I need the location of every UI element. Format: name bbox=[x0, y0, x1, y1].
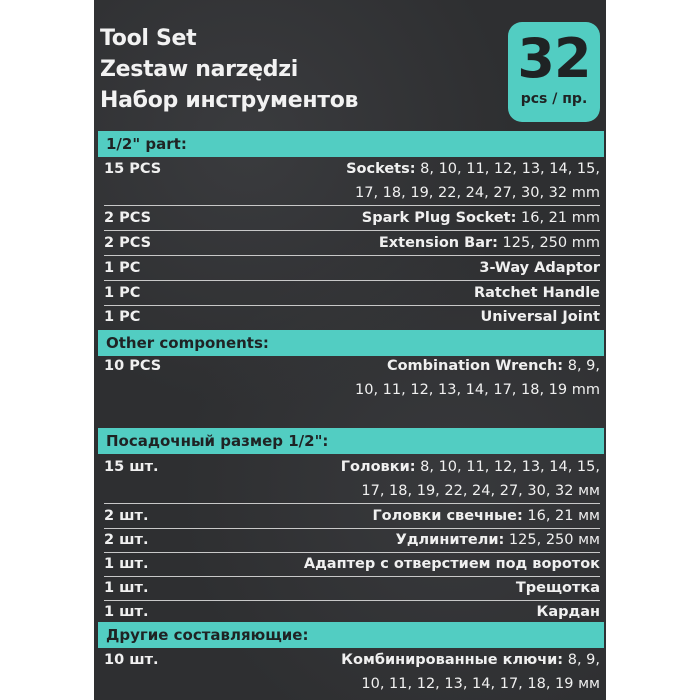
item-name: 3-Way Adaptor bbox=[479, 260, 600, 276]
item-values-cont: 17, 18, 19, 22, 24, 27, 30, 32 mm bbox=[355, 185, 600, 201]
item-values-cont: 10, 11, 12, 13, 14, 17, 18, 19 мм bbox=[361, 676, 600, 692]
item-name: Ratchet Handle bbox=[473, 285, 600, 301]
item-values-cont: 10, 11, 12, 13, 14, 17, 18, 19 mm bbox=[355, 382, 600, 398]
item-values: 125, 250 мм bbox=[504, 532, 600, 548]
list-item: 15 шт. Головки: 8, 10, 11, 12, 13, 14, 1… bbox=[104, 455, 600, 504]
section-header: Другие составляющие: bbox=[98, 622, 604, 648]
item-name: Комбинированные ключи: bbox=[341, 652, 564, 668]
item-qty: 10 PCS bbox=[104, 358, 162, 374]
item-qty: 2 шт. bbox=[104, 532, 149, 548]
item-qty: 2 PCS bbox=[104, 210, 152, 226]
item-values: 125, 250 mm bbox=[497, 235, 600, 251]
list-item: 15 PCS Sockets: 8, 10, 11, 12, 13, 14, 1… bbox=[104, 157, 600, 206]
piece-count: 32 bbox=[517, 27, 591, 90]
item-name: Адаптер с отверстием под вороток bbox=[303, 556, 600, 572]
list-item: 2 шт. Головки свечные: 16, 21 мм bbox=[104, 504, 600, 529]
title-polish: Zestaw narzędzi bbox=[100, 57, 298, 82]
list-item: 2 PCS Extension Bar: 125, 250 mm bbox=[104, 231, 600, 256]
item-qty: 15 шт. bbox=[104, 459, 159, 475]
item-name: Spark Plug Socket: bbox=[361, 210, 517, 226]
list-item: 1 PC Ratchet Handle bbox=[104, 281, 600, 306]
list-item: 10 шт. Комбинированные ключи: 8, 9, 10, … bbox=[104, 648, 600, 696]
item-name: Трещотка bbox=[515, 580, 600, 596]
item-name: Удлинители: bbox=[395, 532, 505, 548]
list-item: 10 PCS Combination Wrench: 8, 9, 10, 11,… bbox=[104, 354, 600, 402]
section-header: 1/2" part: bbox=[98, 131, 604, 157]
item-qty: 15 PCS bbox=[104, 161, 162, 177]
item-name: Кардан bbox=[536, 604, 600, 620]
title-block: Tool Set Zestaw narzędzi Набор инструмен… bbox=[100, 23, 358, 116]
item-values: 16, 21 мм bbox=[522, 508, 600, 524]
item-qty: 1 шт. bbox=[104, 604, 149, 620]
item-qty: 1 PC bbox=[104, 285, 141, 301]
list-item: 1 шт. Трещотка bbox=[104, 576, 600, 601]
section-header: Other components: bbox=[98, 330, 604, 356]
item-values: 8, 10, 11, 12, 13, 14, 15, bbox=[415, 161, 600, 177]
title-english: Tool Set bbox=[100, 26, 197, 51]
item-name: Головки: bbox=[340, 459, 416, 475]
item-values-cont: 17, 18, 19, 22, 24, 27, 30, 32 мм bbox=[361, 483, 600, 499]
item-values: 8, 9, bbox=[563, 358, 600, 374]
item-name: Combination Wrench: bbox=[386, 358, 564, 374]
item-qty: 1 шт. bbox=[104, 556, 149, 572]
item-values: 8, 10, 11, 12, 13, 14, 15, bbox=[415, 459, 600, 475]
list-item: 1 PC 3-Way Adaptor bbox=[104, 256, 600, 281]
piece-unit: pcs / пр. bbox=[520, 91, 588, 107]
item-name: Sockets: bbox=[346, 161, 416, 177]
list-item: 1 PC Universal Joint bbox=[104, 305, 600, 329]
item-qty: 1 шт. bbox=[104, 580, 149, 596]
product-label-panel: Tool Set Zestaw narzędzi Набор инструмен… bbox=[94, 0, 606, 700]
item-qty: 1 PC bbox=[104, 309, 141, 325]
item-name: Universal Joint bbox=[480, 309, 600, 325]
item-values: 16, 21 mm bbox=[516, 210, 600, 226]
list-item: 2 шт. Удлинители: 125, 250 мм bbox=[104, 528, 600, 553]
item-qty: 1 PC bbox=[104, 260, 141, 276]
item-qty: 2 PCS bbox=[104, 235, 152, 251]
title-russian: Набор инструментов bbox=[100, 88, 359, 113]
item-name: Extension Bar: bbox=[378, 235, 498, 251]
item-values: 8, 9, bbox=[563, 652, 600, 668]
list-item: 1 шт. Кардан bbox=[104, 600, 600, 624]
item-qty: 10 шт. bbox=[104, 652, 159, 668]
list-item: 1 шт. Адаптер с отверстием под вороток bbox=[104, 552, 600, 577]
item-qty: 2 шт. bbox=[104, 508, 149, 524]
section-header: Посадочный размер 1/2": bbox=[98, 428, 604, 454]
list-item: 2 PCS Spark Plug Socket: 16, 21 mm bbox=[104, 206, 600, 231]
piece-count-badge: 32 pcs / пр. bbox=[508, 22, 600, 122]
item-name: Головки свечные: bbox=[372, 508, 523, 524]
